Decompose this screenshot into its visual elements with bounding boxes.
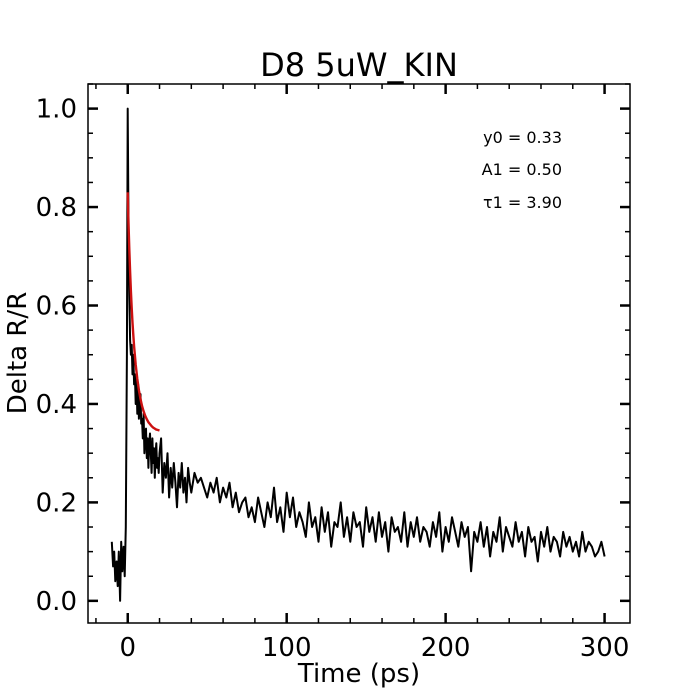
x-tick-label: 100 — [262, 633, 312, 663]
annotation-y0: y0 = 0.33 — [483, 128, 562, 147]
annotation-tau1: τ1 = 3.90 — [483, 193, 562, 212]
annotation-a1: A1 = 0.50 — [482, 160, 562, 179]
fit-curve-line — [126, 192, 160, 432]
series-layer — [110, 107, 606, 602]
chart-title: D8 5uW_KIN — [260, 46, 458, 84]
y-tick-label: 0.6 — [36, 292, 77, 322]
axis-ticks — [88, 83, 630, 623]
data-series-line — [110, 107, 606, 602]
plot-frame — [87, 83, 631, 624]
y-tick-label: 0.2 — [36, 488, 77, 518]
x-tick-label: 0 — [119, 633, 136, 663]
y-tick-label: 1.0 — [36, 95, 77, 125]
y-tick-label: 0.8 — [36, 193, 77, 223]
tick-labels: 0 100 200 300 0.0 0.2 0.4 0.6 0.8 1.0 — [36, 95, 630, 663]
x-tick-label: 300 — [580, 633, 630, 663]
x-tick-label: 200 — [421, 633, 471, 663]
y-tick-label: 0.4 — [36, 390, 77, 420]
x-axis-label: Time (ps) — [297, 659, 420, 689]
y-tick-label: 0.0 — [36, 587, 77, 617]
y-axis-label: Delta R/R — [3, 292, 33, 415]
